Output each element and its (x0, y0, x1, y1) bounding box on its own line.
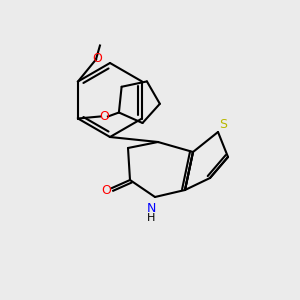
Text: S: S (219, 118, 227, 130)
Text: H: H (147, 213, 155, 223)
Text: O: O (101, 184, 111, 196)
Text: O: O (99, 110, 109, 123)
Text: O: O (92, 52, 102, 65)
Text: N: N (146, 202, 156, 215)
